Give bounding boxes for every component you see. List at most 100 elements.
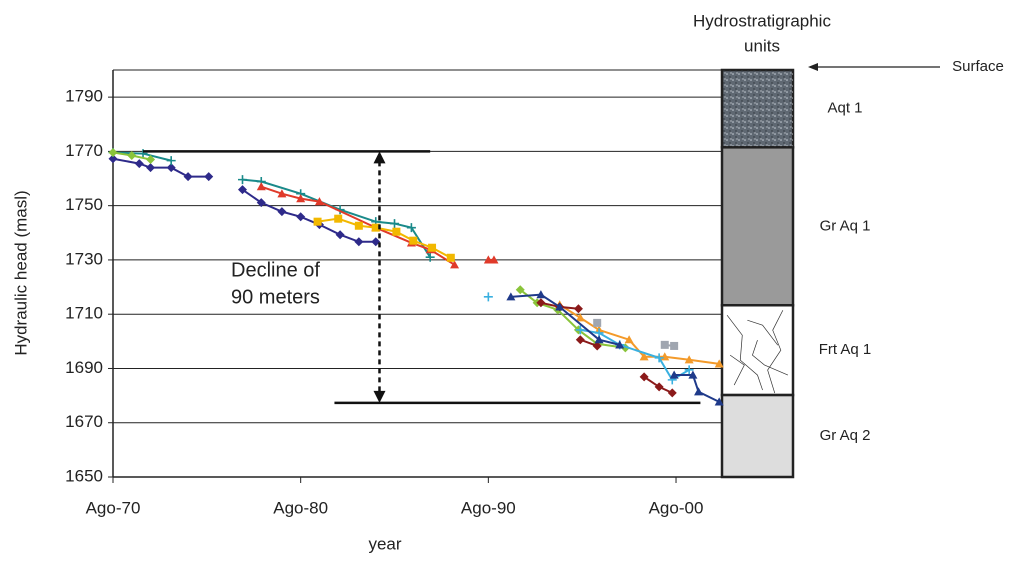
marker (314, 197, 324, 206)
y-tick-label: 1730 (65, 249, 103, 268)
unit-block (720, 303, 795, 397)
y-tick-label: 1790 (65, 87, 103, 106)
units-title: Hydrostratigraphic (693, 11, 831, 30)
y-tick-label: 1650 (65, 466, 103, 485)
marker (555, 302, 565, 311)
marker (127, 150, 137, 160)
unit-label: Frt Aq 1 (819, 341, 872, 358)
annotation: Decline of (231, 259, 320, 281)
marker (277, 207, 287, 217)
marker (536, 290, 546, 299)
marker (354, 237, 364, 247)
marker (371, 223, 380, 232)
marker (624, 335, 634, 344)
unit-block (720, 146, 795, 307)
marker (146, 155, 156, 165)
x-tick-label: Ago-70 (86, 498, 141, 517)
surface-arrowhead (808, 63, 818, 71)
series-line (510, 293, 720, 403)
marker (575, 335, 585, 345)
marker (406, 223, 416, 233)
background (113, 69, 722, 478)
y-axis-label: Hydraulic head (masl) (11, 190, 30, 355)
marker (684, 355, 694, 364)
marker (108, 147, 118, 157)
unit-label: Gr Aq 1 (820, 217, 871, 234)
marker (277, 189, 287, 198)
series-line (540, 301, 673, 394)
marker (684, 365, 694, 375)
arrowhead (373, 390, 386, 403)
marker (506, 292, 516, 301)
fracture (767, 310, 784, 394)
unit-label: Aqt 1 (827, 100, 862, 117)
marker (450, 260, 460, 269)
marker (669, 370, 679, 379)
marker (483, 255, 493, 264)
marker (183, 172, 193, 182)
surface-label: Surface (952, 58, 1004, 75)
marker (134, 159, 144, 169)
marker (694, 387, 704, 396)
marker (371, 237, 381, 247)
arrowhead (373, 151, 386, 164)
y-tick-label: 1670 (65, 412, 103, 431)
marker (428, 243, 437, 252)
marker (667, 388, 677, 398)
x-tick-label: Ago-00 (649, 498, 704, 517)
marker (204, 172, 214, 182)
marker (639, 372, 649, 382)
marker (409, 236, 418, 245)
marker (334, 214, 343, 223)
series-line (112, 157, 376, 243)
marker (536, 298, 546, 308)
marker (256, 198, 266, 208)
marker (296, 212, 306, 222)
marker (237, 185, 247, 195)
annotation: 90 meters (231, 286, 320, 308)
unit-texture (722, 70, 793, 148)
y-tick-label: 1690 (65, 358, 103, 377)
marker (593, 318, 602, 327)
marker (639, 352, 649, 361)
marker (660, 340, 669, 349)
fracture (729, 354, 745, 386)
marker (654, 353, 664, 363)
unit-label: Gr Aq 2 (820, 427, 871, 444)
x-axis-label: year (368, 534, 401, 553)
x-tick-label: Ago-90 (461, 498, 516, 517)
marker (515, 285, 525, 295)
marker (688, 370, 698, 379)
marker (108, 154, 118, 164)
marker (594, 335, 604, 344)
marker (714, 397, 724, 406)
marker (354, 221, 363, 230)
fracture (726, 315, 763, 391)
units-title: units (744, 36, 780, 55)
y-tick-label: 1750 (65, 195, 103, 214)
y-tick-label: 1710 (65, 304, 103, 323)
x-tick-label: Ago-80 (273, 498, 328, 517)
marker (392, 227, 401, 236)
marker (425, 252, 435, 262)
marker (256, 182, 266, 191)
series-line (112, 151, 626, 349)
unit-block (720, 393, 795, 479)
marker (335, 230, 345, 240)
marker (654, 382, 664, 392)
marker (313, 217, 322, 226)
marker (573, 304, 583, 314)
marker (714, 359, 724, 368)
marker (489, 255, 499, 264)
marker (670, 341, 679, 350)
marker (237, 175, 247, 185)
marker (166, 156, 176, 166)
marker (446, 253, 455, 262)
marker (483, 292, 493, 302)
marker (390, 219, 400, 229)
marker (575, 325, 585, 335)
marker (146, 163, 156, 173)
marker (592, 341, 602, 351)
fracture (752, 340, 789, 376)
